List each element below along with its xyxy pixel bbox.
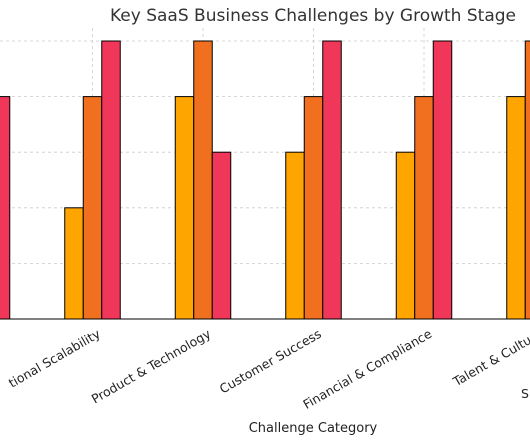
bar-1-1 — [82, 96, 103, 320]
x-tick-label: Talent & Culture — [449, 326, 530, 390]
bar-1-2 — [101, 40, 121, 320]
x-tick-label: tional Scalability — [6, 326, 103, 391]
chart-title: Key SaaS Business Challenges by Growth S… — [110, 6, 516, 26]
bar-3-1 — [303, 96, 324, 320]
bar-5-0 — [506, 96, 526, 320]
bar-5-1 — [524, 40, 530, 320]
x-tick-label: Product & Technology — [89, 326, 214, 407]
bar-2-2 — [211, 151, 232, 320]
bar-3-0 — [285, 151, 305, 320]
bar-4-0 — [395, 151, 416, 320]
edge-label-fragment: S — [521, 386, 529, 401]
bar-4-1 — [414, 96, 434, 320]
bar-3-2 — [322, 40, 342, 320]
bar-4-2 — [432, 40, 453, 320]
bars — [0, 40, 530, 320]
bar-2-0 — [174, 96, 195, 320]
x-axis-label: Challenge Category — [249, 421, 378, 436]
bar-0-2 — [0, 96, 11, 320]
x-tick-label: Customer Success — [217, 326, 324, 396]
bar-1-0 — [64, 207, 84, 320]
bar-2-1 — [193, 40, 213, 320]
